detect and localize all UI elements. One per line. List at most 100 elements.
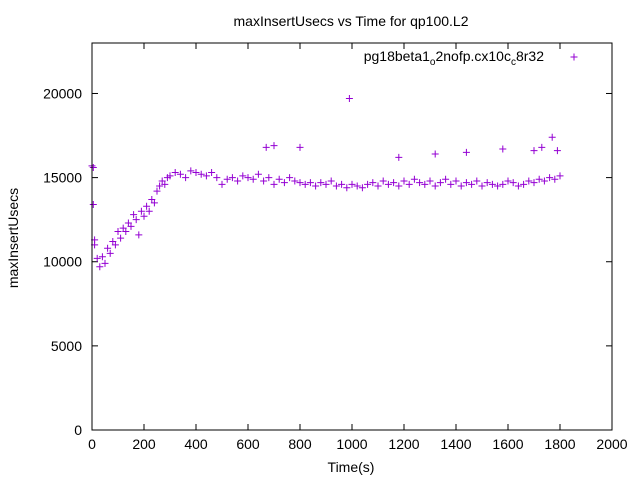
data-point [364,180,372,188]
data-point [218,180,226,188]
data-point [182,174,190,182]
data-point [176,170,184,178]
x-tick-label: 0 [88,436,96,452]
data-point [338,180,346,188]
data-point [379,177,387,185]
data-point [223,175,231,183]
data-point [405,180,413,188]
data-point [343,184,351,192]
data-point [244,174,252,182]
legend-label-part: pg18beta1 [364,48,430,64]
data-point [202,172,210,180]
y-axis-label: maxInsertUsecs [5,188,21,288]
data-point [104,244,112,252]
legend: pg18beta1o2nofp.cx10cc8r32 [364,48,578,68]
data-point [431,150,439,158]
data-point [122,227,130,235]
data-point [452,177,460,185]
data-point [275,175,283,183]
data-point [197,170,205,178]
data-point [468,180,476,188]
data-point [462,179,470,187]
data-point [306,179,314,187]
data-point [548,133,556,141]
data-point [431,182,439,190]
data-point [499,180,507,188]
x-tick-label: 1400 [440,436,471,452]
data-point [499,145,507,153]
data-point [166,172,174,180]
legend-label-subscript: o [430,57,436,68]
data-point [260,177,268,185]
data-point [436,179,444,187]
data-point [488,180,496,188]
data-point [296,143,304,151]
data-point [156,182,164,190]
data-point [280,179,288,187]
data-point [494,182,502,190]
data-point [132,216,140,224]
data-point [322,180,330,188]
data-point [96,263,104,271]
data-point [312,182,320,190]
data-point [208,169,216,177]
y-tick-label: 20000 [43,85,82,101]
data-point [127,222,135,230]
data-point [421,180,429,188]
x-tick-label: 2000 [596,436,627,452]
data-point [374,182,382,190]
data-point [161,180,169,188]
data-point [239,172,247,180]
data-point [509,179,517,187]
data-point [254,170,262,178]
data-point [390,179,398,187]
data-point [262,143,270,151]
data-point [520,180,528,188]
data-point [416,179,424,187]
y-tick-label: 15000 [43,170,82,186]
data-point [447,180,455,188]
legend-label: pg18beta1o2nofp.cx10cc8r32 [364,48,544,68]
data-point [348,180,356,188]
plot-frame [91,42,613,431]
data-point [145,207,153,215]
data-point [270,180,278,188]
data-point [130,211,138,219]
data-point [535,175,543,183]
data-point [106,249,114,257]
data-point [395,153,403,161]
data-point [553,147,561,155]
data-point [270,142,278,150]
data-point [98,253,106,261]
data-point [478,182,486,190]
x-tick-label: 1800 [544,436,575,452]
data-point [540,177,548,185]
data-point [473,177,481,185]
data-point [514,182,522,190]
data-points [88,95,564,271]
x-tick-label: 1600 [492,436,523,452]
data-point [89,201,97,209]
data-point [317,179,325,187]
data-point [546,174,554,182]
data-point [143,202,151,210]
data-point [551,175,559,183]
data-point [400,177,408,185]
y-tick-label: 0 [74,422,82,438]
x-tick-label: 400 [184,436,208,452]
legend-label-part: 2nofp.cx10c [435,48,511,64]
legend-label-part: 8r32 [516,48,544,64]
data-point [327,177,335,185]
data-point [504,177,512,185]
data-point [556,172,564,180]
data-point [410,175,418,183]
data-point [358,184,366,192]
axis-ticks: 0 200 400 600 800 1000 1200 1400 1600 1800 2000050… [43,43,628,452]
data-point [426,177,434,185]
data-point [150,199,158,207]
data-point [442,175,450,183]
data-point [286,174,294,182]
x-tick-label: 1200 [388,436,419,452]
data-point [89,164,97,172]
